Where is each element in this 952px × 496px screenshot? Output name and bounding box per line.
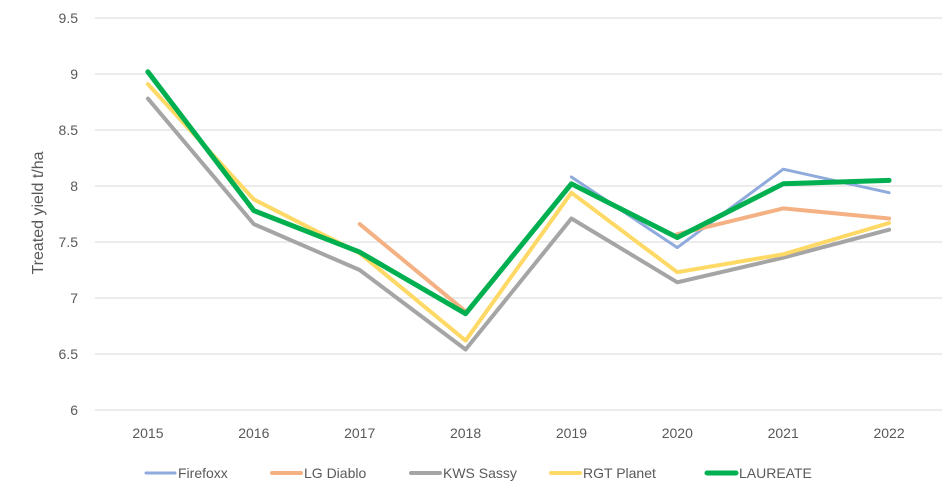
y-axis-title: Treated yield t/ha bbox=[30, 151, 47, 274]
x-tick-label: 2019 bbox=[556, 425, 587, 441]
y-tick-label: 9.5 bbox=[59, 10, 79, 26]
y-tick-label: 6.5 bbox=[59, 346, 79, 362]
x-tick-label: 2020 bbox=[662, 425, 693, 441]
legend-label: LG Diablo bbox=[304, 465, 366, 481]
series-line bbox=[145, 69, 892, 317]
legend-label: Firefoxx bbox=[178, 465, 228, 481]
series-line bbox=[357, 222, 468, 314]
series-line bbox=[145, 82, 892, 343]
series-lg-diablo bbox=[357, 206, 892, 314]
legend-item: KWS Sassy bbox=[409, 465, 517, 481]
x-axis-ticks: 2015 2016 2017 2018 2019 2020 2021 2022 bbox=[132, 425, 904, 441]
series-line bbox=[675, 206, 892, 237]
legend: Firefoxx LG Diablo KWS Sassy RGT Planet LAUR… bbox=[144, 465, 812, 481]
series-rgt-planet bbox=[145, 82, 892, 343]
legend-label: KWS Sassy bbox=[443, 465, 517, 481]
legend-label: LAUREATE bbox=[739, 465, 812, 481]
x-tick-label: 2017 bbox=[344, 425, 375, 441]
legend-item: LAUREATE bbox=[704, 465, 812, 481]
y-tick-label: 7 bbox=[70, 290, 78, 306]
y-tick-label: 8.5 bbox=[59, 122, 79, 138]
legend-item: Firefoxx bbox=[144, 465, 228, 481]
x-tick-label: 2018 bbox=[450, 425, 481, 441]
series-line bbox=[145, 96, 892, 352]
series-kws-sassy bbox=[145, 96, 892, 352]
y-tick-label: 9 bbox=[70, 66, 78, 82]
gridlines bbox=[95, 17, 942, 411]
x-tick-label: 2021 bbox=[768, 425, 799, 441]
x-tick-label: 2016 bbox=[238, 425, 269, 441]
series-lines bbox=[145, 69, 892, 352]
y-tick-label: 6 bbox=[70, 402, 78, 418]
x-tick-label: 2022 bbox=[873, 425, 904, 441]
legend-item: LG Diablo bbox=[270, 465, 366, 481]
y-axis-ticks: 6 6.5 7 7.5 8 8.5 9 9.5 bbox=[59, 10, 79, 418]
y-tick-label: 8 bbox=[70, 178, 78, 194]
x-tick-label: 2015 bbox=[132, 425, 163, 441]
y-tick-label: 7.5 bbox=[59, 234, 79, 250]
legend-item: RGT Planet bbox=[549, 465, 656, 481]
legend-label: RGT Planet bbox=[583, 465, 656, 481]
series-laureate bbox=[145, 69, 892, 317]
